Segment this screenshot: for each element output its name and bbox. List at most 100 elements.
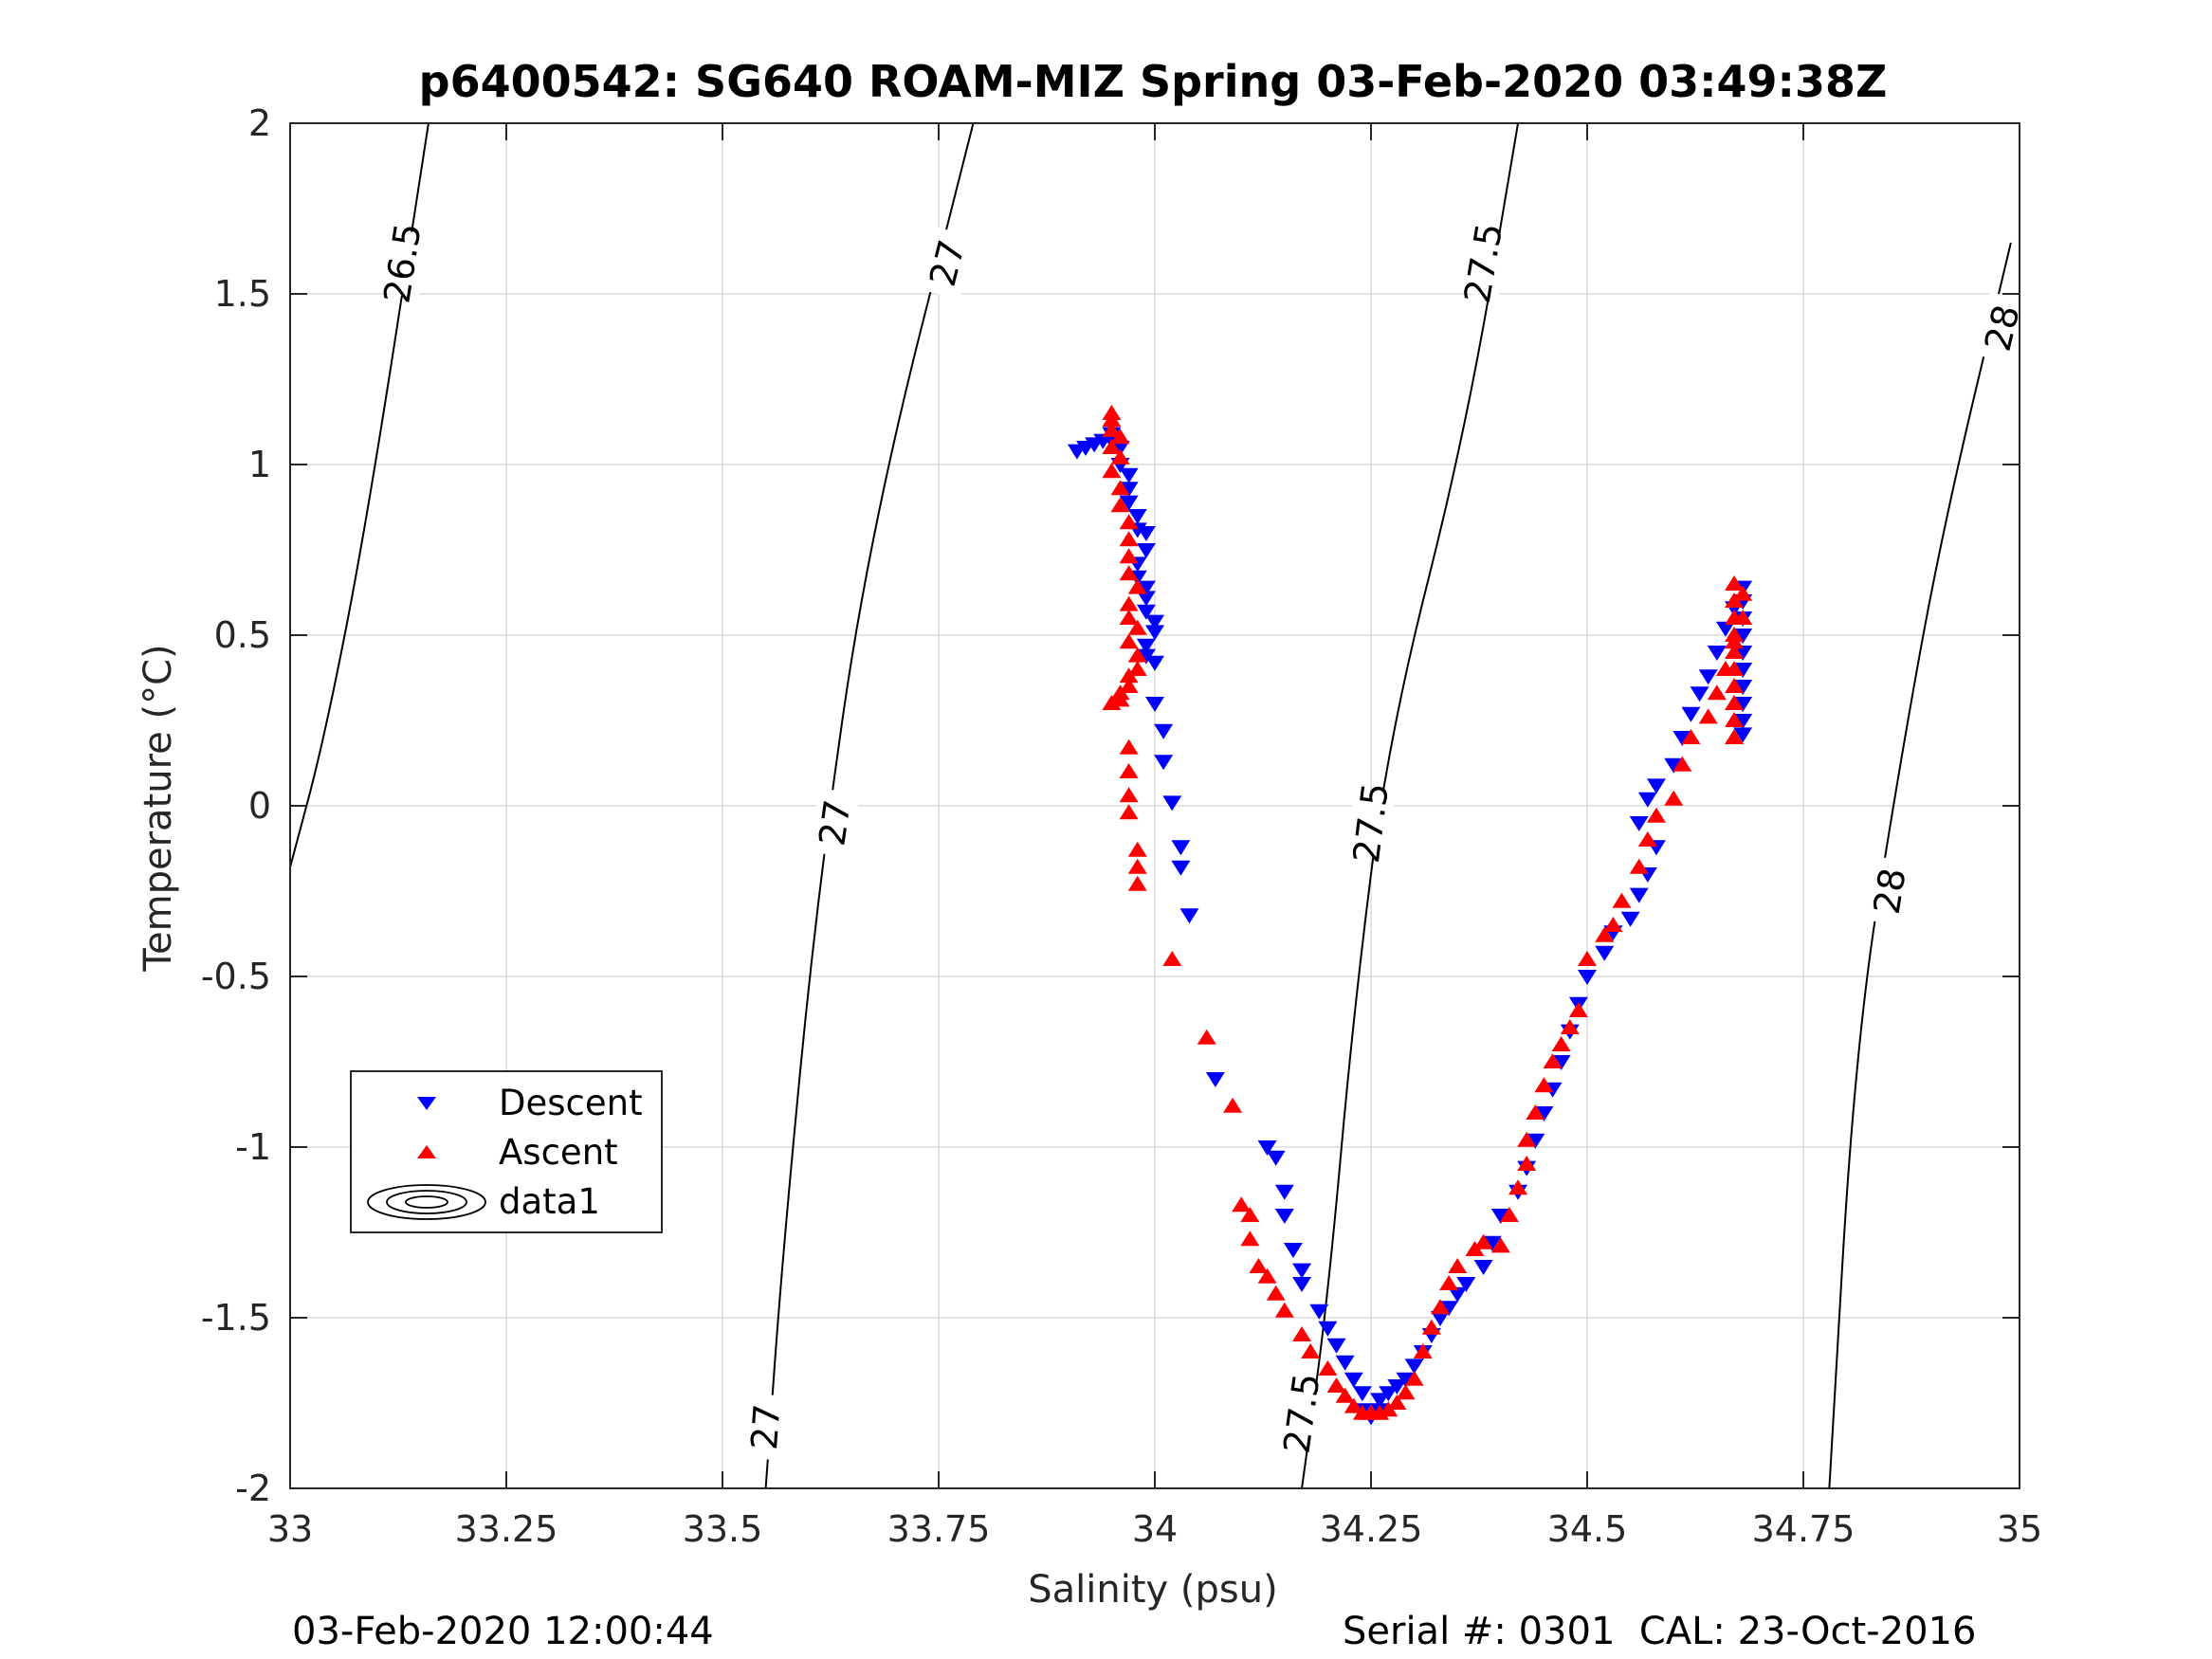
y-tick-label: 1.5 [214, 273, 271, 315]
x-tick-label: 34.75 [1752, 1508, 1856, 1550]
ascent-point [1127, 578, 1147, 594]
ascent-point [1102, 411, 1122, 428]
y-tick-label: 0 [248, 785, 271, 827]
descent-point [1448, 1286, 1468, 1303]
ascent-point [1664, 790, 1684, 806]
ascent-point [1119, 763, 1139, 778]
descent-point [1274, 1184, 1294, 1200]
ascent-point [1119, 531, 1139, 547]
descent-point [1430, 1311, 1450, 1326]
contour-label-bg [1276, 1378, 1327, 1449]
ascent-point [1673, 756, 1692, 772]
contour-label: 26.5 [375, 220, 429, 305]
ascent-point [1725, 592, 1745, 608]
ascent-point [1725, 627, 1745, 642]
ascent-point [1396, 1384, 1416, 1400]
descent-point [1136, 604, 1156, 620]
ascent-point [1257, 1267, 1277, 1284]
ascent-point [1240, 1207, 1260, 1222]
descent-point [1733, 680, 1753, 695]
ascent-point [1517, 1156, 1537, 1171]
ascent-point [1102, 422, 1122, 437]
ascent-point [1102, 439, 1122, 454]
descent-point [1629, 887, 1649, 903]
ascent-point [1725, 661, 1745, 676]
ascent-point [1387, 1395, 1407, 1410]
ascent-point [1119, 548, 1139, 564]
descent-point [1119, 482, 1139, 498]
ascent-point [1318, 1360, 1338, 1376]
descent-point [1318, 1321, 1338, 1337]
ascent-point [1725, 712, 1745, 727]
ascent-point [1344, 1397, 1363, 1413]
ascent-point [1543, 1053, 1563, 1068]
ascent-point [1127, 647, 1147, 663]
ascent-point [1499, 1207, 1519, 1222]
x-tick-label: 33.5 [683, 1508, 763, 1550]
x-tick-label: 34.25 [1320, 1508, 1423, 1550]
legend: Descent Ascent data1 [350, 1070, 663, 1233]
ascent-point [1430, 1299, 1450, 1315]
contour-label-bg [919, 227, 976, 300]
descent-point [1439, 1301, 1459, 1317]
descent-point [1646, 778, 1666, 794]
descent-point [1154, 723, 1174, 739]
contour-label-bg [1345, 788, 1397, 858]
descent-point [1266, 1150, 1286, 1166]
legend-descent-marker [417, 1097, 436, 1110]
ascent-point [1725, 729, 1745, 744]
contour-line-28 [1828, 242, 2012, 1488]
ascent-point [1119, 514, 1139, 530]
descent-point [1110, 441, 1130, 456]
contour-label: 27.5 [1345, 780, 1397, 865]
data-points [1067, 405, 1753, 1426]
ascent-point [1127, 858, 1147, 874]
descent-point [1119, 467, 1139, 483]
descent-point [1733, 714, 1753, 729]
y-axis-label: Temperature (°C) [137, 644, 180, 972]
descent-point [1370, 1393, 1390, 1409]
descent-point [1715, 621, 1735, 637]
descent-point [1283, 1243, 1303, 1258]
ascent-point [1223, 1097, 1243, 1113]
contour-label-bg [376, 228, 429, 299]
descent-point [1396, 1372, 1416, 1388]
ascent-point [1603, 917, 1623, 932]
ascent-point [1119, 738, 1139, 755]
contour-label-bg [1864, 855, 1916, 927]
ascent-point [1725, 610, 1745, 625]
ascent-point [1707, 684, 1727, 701]
descent-point [1490, 1209, 1510, 1224]
ascent-point [1249, 1258, 1269, 1273]
descent-point [1733, 629, 1753, 644]
ascent-point [1725, 695, 1745, 710]
descent-point [1136, 543, 1156, 558]
legend-ascent-label: Ascent [499, 1132, 618, 1173]
y-tick-label: 2 [248, 102, 271, 144]
descent-point [1733, 646, 1753, 661]
x-tick-label: 34.5 [1547, 1508, 1628, 1550]
descent-point [1707, 646, 1727, 661]
descent-point [1326, 1338, 1346, 1354]
contour-label: 27 [811, 797, 858, 848]
legend-contour-icon [367, 1184, 486, 1220]
y-tick-label: -1.5 [201, 1297, 271, 1339]
chart-title: p6400542: SG640 ROAM-MIZ Spring 03-Feb-2… [419, 56, 1888, 107]
descent-point [1171, 860, 1191, 876]
ascent-point [1197, 1029, 1216, 1045]
ascent-point [1526, 1104, 1545, 1120]
ascent-point [1110, 497, 1130, 513]
descent-point [1620, 911, 1640, 927]
ascent-point [1560, 1019, 1580, 1034]
contour-label: 27 [743, 1402, 788, 1450]
ascent-point [1578, 951, 1597, 966]
ascent-point [1517, 1131, 1537, 1147]
legend-box [350, 1070, 663, 1233]
descent-point [1145, 697, 1164, 712]
descent-point [1681, 706, 1701, 722]
descent-point [1162, 795, 1182, 811]
descent-point [1136, 580, 1156, 596]
x-tick-label: 33.25 [455, 1508, 558, 1550]
ascent-point [1404, 1370, 1424, 1386]
